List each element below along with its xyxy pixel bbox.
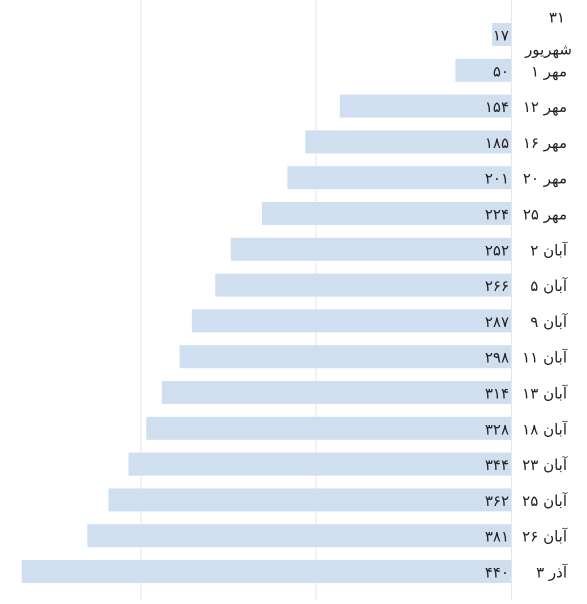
category-label: ۲۵ مهر [523, 206, 567, 224]
bar [108, 488, 512, 512]
category-label: ۱ مهر [531, 62, 567, 80]
bar-layer [21, 23, 512, 583]
bar-value-label: ۲۸۷ [485, 313, 509, 331]
bar [215, 273, 511, 297]
bar [339, 94, 511, 118]
bar [21, 560, 511, 583]
category-label: ۲۶ آبان [522, 528, 568, 546]
bar-value-label: ۳۱۴ [485, 385, 509, 403]
bar [191, 309, 511, 333]
bar [305, 130, 511, 154]
bar [146, 416, 512, 440]
bar-value-label: ۳۸۱ [485, 528, 509, 546]
bar-value-label: ۲۶۶ [485, 277, 509, 295]
bar [128, 452, 512, 476]
bar [492, 23, 511, 46]
bar-value-label: ۳۶۲ [485, 492, 509, 510]
bar [261, 202, 511, 225]
label-layer: ۱۷ ۳۱ شهریور ۵۰ ۱ مهر ۱۵۴ ۱۲ مهر ۱۸۵ ۱۶ مهر ۲۰۱ ۲۰… [485, 9, 572, 582]
bar [287, 166, 511, 190]
bar [161, 381, 511, 404]
bar [455, 58, 511, 82]
category-label: ۵ آبان [530, 277, 568, 295]
category-label: ۱۳ آبان [522, 385, 568, 403]
category-label: ۱۸ آبان [522, 420, 568, 438]
bar-value-label: ۲۹۸ [485, 349, 509, 367]
bar-value-label: ۵۰ [493, 62, 509, 80]
category-label: ۲۳ آبان [522, 456, 568, 474]
category-label: ۹ آبان [530, 313, 568, 331]
bar-value-label: ۱۸۵ [485, 134, 509, 152]
bar [179, 345, 511, 369]
bar-value-label: ۲۵۲ [485, 241, 509, 259]
bar-value-label: ۱۷ [493, 27, 509, 45]
bar-value-label: ۲۲۴ [485, 206, 509, 224]
category-label: ۲۰ مهر [523, 170, 567, 188]
category-label: ۳ آذر [536, 564, 568, 582]
bar-value-label: ۳۴۴ [485, 456, 509, 474]
bar-value-label: ۱۵۴ [485, 98, 509, 116]
category-label: ۲۵ آبان [522, 492, 568, 510]
category-label: ۱۲ مهر [523, 98, 567, 116]
bar-value-label: ۳۲۸ [485, 420, 509, 438]
category-label: ۱۱ آبان [522, 349, 568, 367]
bar [230, 237, 511, 261]
bar-value-label: ۲۰۱ [485, 170, 509, 188]
category-label: شهریور [524, 41, 572, 59]
bar [87, 524, 511, 548]
category-label: ۳۱ [549, 9, 565, 27]
category-label: ۱۶ مهر [523, 134, 567, 152]
bar-value-label: ۴۴۰ [485, 564, 509, 582]
category-label: ۲ آبان [530, 241, 568, 259]
